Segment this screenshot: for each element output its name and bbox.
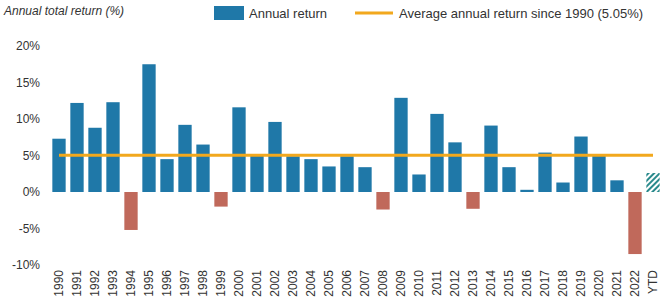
x-tick-label: 2011 [430,270,444,296]
x-tick-label: 2019 [574,270,588,297]
bar [304,159,317,192]
bar [106,102,119,192]
bar [250,156,263,193]
bar [430,114,443,192]
bar [394,98,407,192]
x-tick-label: 2014 [484,270,498,297]
bar [124,192,137,230]
x-axis: 1990 1991 1992 1993 1994 1995 1996 1997 1998 1999… [52,270,660,297]
bar [88,128,101,192]
y-tick [47,46,49,47]
x-tick-label: 2020 [592,270,606,297]
bar [340,156,353,192]
bar [268,122,281,192]
legend: Annual return Average annual return since… [214,6,643,21]
legend-swatch [214,6,244,20]
chart: Annual total return (%) Annual return Aver… [0,0,665,307]
y-axis: -10% -5% 0% 5% 10% 15% 20% [12,39,49,272]
bar [628,192,641,254]
x-tick-label: YTD [646,270,660,294]
legend-label: Annual return [249,6,327,21]
x-tick-label: 2013 [466,270,480,297]
x-tick-label: 2012 [448,270,462,297]
x-tick-label: 2009 [394,270,408,297]
x-tick-label: 2015 [502,270,516,297]
bar [502,167,515,192]
bar [646,173,659,192]
y-tick-label: -5% [19,222,41,236]
bar [142,64,155,192]
average-line [59,154,653,157]
bar [286,156,299,192]
x-tick-label: 2010 [412,270,426,297]
y-tick [47,155,49,156]
y-tick-label: 5% [23,149,41,163]
x-tick-label: 1999 [214,270,228,297]
x-tick-label: 1994 [124,270,138,297]
legend-label: Average annual return since 1990 (5.05%) [399,6,643,21]
bar [448,142,461,192]
bar [412,174,425,192]
x-tick-label: 2008 [376,270,390,297]
y-tick [47,119,49,120]
bar [232,107,245,192]
bar [574,137,587,192]
x-tick-label: 2006 [340,270,354,297]
x-tick-label: 1996 [160,270,174,297]
x-tick-label: 1995 [142,270,156,297]
x-tick-label: 2005 [322,270,336,297]
x-tick-label: 1998 [196,270,210,297]
x-tick-label: 2016 [520,270,534,297]
x-tick-label: 2002 [268,270,282,297]
bar [70,103,83,192]
bar [358,167,371,192]
y-tick-label: 20% [16,39,40,53]
bar [592,156,605,193]
y-tick-label: 15% [16,76,40,90]
y-tick-label: 0% [23,185,41,199]
bar [556,183,569,192]
title: Annual total return (%) [3,4,124,18]
y-tick-label: 10% [16,112,40,126]
x-tick-label: 2007 [358,270,372,297]
bar [178,125,191,192]
bar [376,192,389,210]
x-tick-label: 2001 [250,270,264,297]
y-tick-label: -10% [12,258,40,272]
y-tick [47,265,49,266]
x-tick-label: 2022 [628,270,642,297]
bar [484,126,497,192]
bar [160,159,173,192]
y-tick [47,192,49,193]
x-tick-label: 2018 [556,270,570,297]
bar [322,166,335,192]
bar [520,190,533,192]
bar [538,153,551,192]
plot [52,64,659,254]
bar [466,192,479,209]
bar [196,145,209,192]
x-tick-label: 1991 [70,270,84,297]
bar [610,180,623,192]
x-tick-label: 1992 [88,270,102,297]
x-tick-label: 2000 [232,270,246,297]
y-tick [47,82,49,83]
x-tick-label: 2021 [610,270,624,297]
x-tick-label: 2004 [304,270,318,297]
bar [214,192,227,207]
x-tick-label: 2003 [286,270,300,297]
legend-swatch [355,12,393,15]
x-tick-label: 1997 [178,270,192,297]
x-tick-label: 1993 [106,270,120,297]
y-tick [47,228,49,229]
bar [52,139,65,192]
x-tick-label: 1990 [52,270,66,297]
x-tick-label: 2017 [538,270,552,297]
